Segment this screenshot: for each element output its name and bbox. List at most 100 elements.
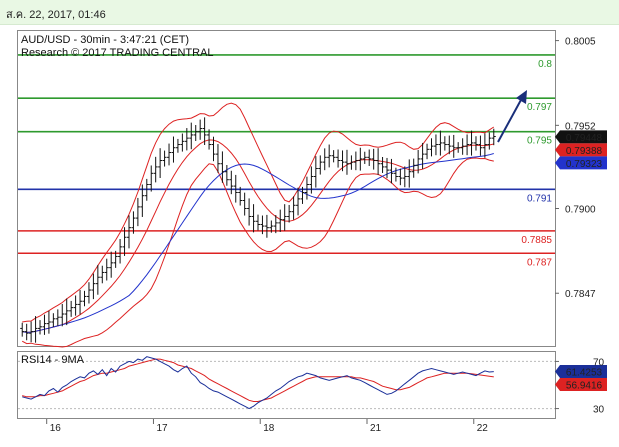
- price-bar-20: [109, 251, 114, 278]
- price-bar-18: [100, 265, 105, 284]
- price-bar-21: [113, 250, 118, 268]
- price-bar-15: [86, 282, 91, 304]
- y-tick-label-3: 0.7847: [565, 289, 596, 300]
- price-bar-32: [162, 150, 167, 167]
- price-bar-89: [416, 149, 421, 174]
- price-bar-68: [322, 148, 327, 171]
- price-bar-37: [184, 128, 189, 151]
- level-label-1: 0.797: [527, 102, 552, 113]
- price-bar-105: [487, 132, 492, 150]
- price-bar-44: [215, 144, 220, 173]
- price-bar-57: [273, 215, 278, 234]
- level-label-0: 0.8: [538, 59, 552, 70]
- price-tag-0: 0.79448: [555, 130, 607, 144]
- price-bar-61: [291, 196, 296, 220]
- level-label-2: 0.795: [527, 136, 552, 147]
- x-tick-label-3: 21: [370, 423, 382, 434]
- price-bar-34: [171, 136, 176, 163]
- svg-text:56.9416: 56.9416: [566, 381, 603, 392]
- price-bar-96: [447, 135, 452, 155]
- price-bar-81: [380, 157, 385, 173]
- rsi-panel: [17, 351, 556, 419]
- price-bar-25: [131, 211, 136, 234]
- price-bar-35: [175, 138, 180, 153]
- price-bar-49: [238, 186, 243, 206]
- rsi-title: RSI14 - 9MA: [21, 354, 85, 366]
- x-tick-label-1: 17: [156, 423, 168, 434]
- price-bar-39: [193, 125, 198, 141]
- svg-text:0.79388: 0.79388: [566, 146, 603, 157]
- price-bar-2: [29, 321, 34, 343]
- bollinger-lower-line: [21, 157, 494, 348]
- price-bar-9: [60, 303, 65, 327]
- price-bar-64: [304, 176, 309, 200]
- timestamp-text: ส.ค. 22, 2017, 01:46: [6, 9, 106, 21]
- y-tick-label-0: 0.8005: [565, 37, 596, 48]
- price-bar-8: [55, 309, 60, 326]
- price-bar-31: [158, 148, 163, 178]
- price-bar-69: [327, 144, 332, 168]
- price-bar-38: [189, 122, 194, 150]
- price-bar-3: [33, 316, 38, 343]
- price-tag-2: 0.79323: [555, 156, 607, 170]
- price-bar-83: [389, 158, 394, 184]
- price-bar-86: [402, 166, 407, 188]
- price-bar-7: [51, 313, 56, 328]
- price-bar-22: [118, 239, 123, 264]
- price-bar-74: [349, 155, 354, 170]
- price-bar-40: [198, 119, 203, 140]
- price-bar-73: [344, 149, 349, 175]
- y-tick-label-1: 0.7952: [565, 121, 596, 132]
- price-bar-92: [429, 138, 434, 157]
- price-bar-52: [251, 204, 256, 233]
- price-bar-54: [260, 215, 265, 235]
- price-bar-90: [420, 142, 425, 169]
- rsi-tag-1: 56.9416: [555, 378, 607, 392]
- chart-subtitle: Research © 2017 TRADING CENTRAL: [21, 47, 214, 59]
- price-bar-27: [140, 184, 145, 217]
- price-bar-50: [242, 192, 247, 216]
- price-bar-85: [398, 168, 403, 186]
- price-bar-55: [264, 214, 269, 238]
- price-bar-48: [233, 174, 238, 203]
- price-bar-30: [153, 156, 158, 183]
- price-bar-41: [202, 117, 207, 146]
- price-bar-104: [482, 133, 487, 158]
- level-label-5: 0.787: [527, 257, 552, 268]
- price-bar-13: [78, 290, 83, 315]
- price-bar-102: [473, 136, 478, 151]
- price-bar-45: [220, 151, 225, 183]
- price-bar-78: [367, 149, 372, 166]
- x-tick-label-4: 22: [477, 423, 489, 434]
- timestamp-bar: ส.ค. 22, 2017, 01:46: [0, 0, 619, 25]
- price-bar-77: [362, 151, 367, 164]
- price-bar-4: [38, 320, 43, 335]
- svg-text:0.79323: 0.79323: [566, 159, 603, 170]
- price-bar-0: [20, 322, 25, 337]
- price-bar-80: [376, 148, 381, 175]
- price-bar-79: [371, 148, 376, 170]
- y-tick-label-2: 0.7900: [565, 204, 596, 215]
- svg-text:0.79448: 0.79448: [566, 133, 603, 144]
- chart-title: AUD/USD - 30min - 3:47:21 (CET): [21, 34, 189, 46]
- price-bar-24: [126, 215, 131, 249]
- price-bar-59: [282, 204, 287, 231]
- price-bar-72: [340, 150, 345, 172]
- price-bar-23: [122, 227, 127, 256]
- price-bar-58: [278, 209, 283, 232]
- price-bar-87: [407, 159, 412, 188]
- rsi-tag-0: 61.4253: [555, 365, 607, 379]
- price-bar-53: [256, 214, 260, 231]
- bollinger-upper-line: [22, 102, 495, 323]
- rsi-ma-line: [22, 358, 494, 402]
- price-bar-26: [135, 197, 140, 227]
- price-bar-29: [149, 165, 154, 192]
- price-bar-17: [95, 264, 100, 295]
- x-tick-label-2: 18: [263, 423, 275, 434]
- price-bar-93: [433, 134, 438, 156]
- price-bar-98: [456, 142, 461, 153]
- price-bar-99: [460, 138, 465, 155]
- price-bar-106: [491, 128, 496, 146]
